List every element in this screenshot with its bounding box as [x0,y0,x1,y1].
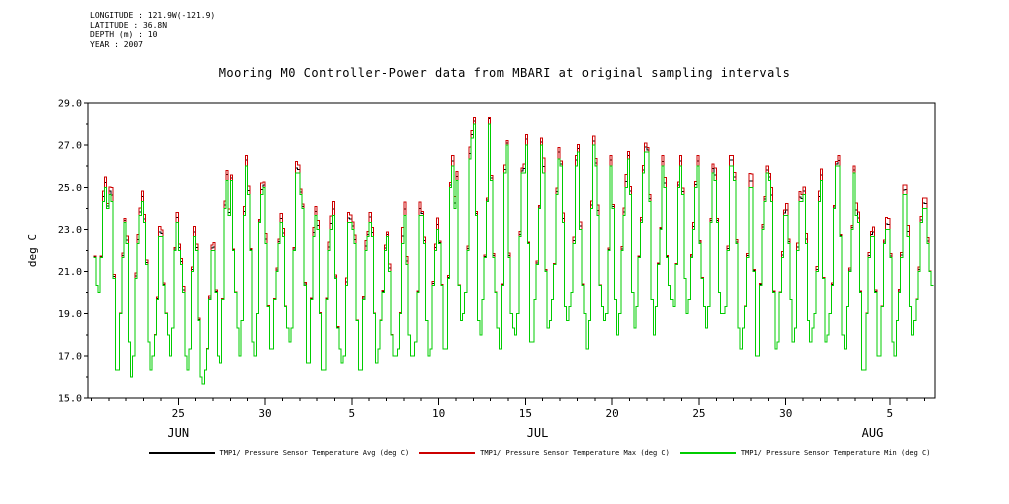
x-tick-label: 25 [692,407,705,420]
month-label: JUN [167,426,189,440]
y-tick-label: 23.0 [58,225,82,236]
x-tick-label: 5 [887,407,894,420]
min-line-swatch [679,452,736,454]
chart-title: Mooring M0 Controller-Power data from MB… [218,66,791,80]
x-tick-label: 5 [349,407,356,420]
x-tick-label: 30 [779,407,792,420]
metadata-depth: DEPTH (m) : 10 [90,30,158,39]
metadata-longitude: LONGITUDE : 121.9W(-121.9) [90,11,216,20]
y-tick-label: 25.0 [58,183,82,194]
metadata-latitude: LATITUDE : 36.8N [90,20,168,30]
x-tick-label: 30 [258,407,271,420]
y-axis-title: deg C [26,234,39,267]
avg-line-swatch [148,452,215,454]
min-series-line [93,123,934,385]
x-tick-label: 20 [606,407,619,420]
x-tick-label: 25 [172,407,185,420]
y-tick-label: 17.0 [58,351,82,362]
legend-item-min: TMP1/ Pressure Sensor Temperature Min (d… [679,449,931,457]
metadata-block: LONGITUDE : 121.9W(-121.9) LATITUDE : 36… [90,11,215,49]
y-tick-label: 21.0 [58,267,82,278]
legend: TMP1/ Pressure Sensor Temperature Avg (d… [0,449,1009,457]
y-tick-label: 19.0 [58,309,82,320]
month-label: AUG [862,426,884,440]
y-tick-label: 27.0 [58,141,82,152]
x-tick-label: 15 [519,407,532,420]
month-label: JUL [527,426,549,440]
x-tick-label: 10 [432,407,445,420]
y-tick-label: 15.0 [58,394,82,405]
y-tick-label: 29.0 [58,99,82,110]
metadata-year: YEAR : 2007 [90,39,143,49]
min-series-label: TMP1/ Pressure Sensor Temperature Min (d… [740,449,931,457]
legend-item-max: TMP1/ Pressure Sensor Temperature Max (d… [419,449,670,457]
max-line-swatch [419,452,476,454]
legend-item-avg: TMP1/ Pressure Sensor Temperature Avg (d… [148,449,410,457]
max-series-label: TMP1/ Pressure Sensor Temperature Max (d… [480,449,670,457]
avg-series-label: TMP1/ Pressure Sensor Temperature Avg (d… [219,449,410,457]
